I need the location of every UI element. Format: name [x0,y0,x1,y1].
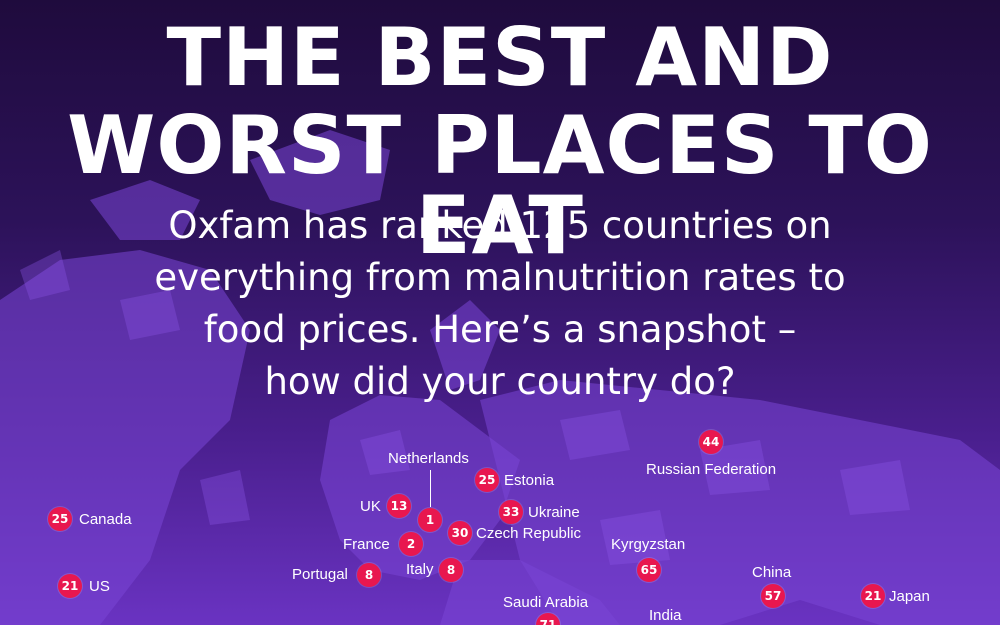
scandinavia-landmass [430,300,500,390]
asia-landmass [480,380,1000,625]
rank-marker-france: 2 [399,532,423,556]
country-label-canada: Canada [79,511,132,528]
map-shard [600,510,670,565]
rank-marker-japan: 21 [861,584,885,608]
map-shard [200,470,250,525]
country-label-kyrgyzstan: Kyrgyzstan [611,536,686,553]
map-shard [20,250,70,300]
country-label-italy: Italy [406,561,434,578]
country-label-saudi-arabia: Saudi Arabia [503,594,589,611]
rank-marker-netherlands: 1 [418,508,442,532]
rank-marker-us: 21 [58,574,82,598]
greenland-landmass [250,130,390,215]
country-label-japan: Japan [889,588,930,605]
netherlands-leader-line [430,470,431,507]
country-label-uk: UK [360,498,381,515]
rank-marker-czech-republic: 30 [448,521,472,545]
title-line-2: WORST PLACES TO EAT [67,99,933,272]
country-label-estonia: Estonia [504,472,555,489]
rank-marker-italy: 8 [439,558,463,582]
subtitle-line-3: food prices. Here’s a snapshot – [203,308,797,351]
rank-marker-china: 57 [761,584,785,608]
country-label-us: US [89,578,110,595]
subtitle-line-2: everything from malnutrition rates to [154,256,846,299]
rank-marker-uk: 13 [387,494,411,518]
rank-marker-estonia: 25 [475,468,499,492]
subtitle-line-4: how did your country do? [264,360,736,403]
canadian-arctic-landmass [90,180,200,240]
map-shard [360,430,410,475]
rank-marker-russia: 44 [699,430,723,454]
country-label-czech-republic: Czech Republic [476,525,582,542]
rank-marker-kyrgyzstan: 65 [637,558,661,582]
country-label-france: France [343,536,390,553]
map-shard [700,440,770,495]
subtitle-line-1: Oxfam has ranked 125 countries on [168,204,832,247]
country-label-portugal: Portugal [292,566,348,583]
country-label-russia: Russian Federation [646,461,777,478]
country-label-india: India [649,607,682,624]
rank-marker-canada: 25 [48,507,72,531]
country-label-netherlands: Netherlands [388,450,469,467]
country-label-ukraine: Ukraine [528,504,580,521]
rank-marker-ukraine: 33 [499,500,523,524]
rank-marker-portugal: 8 [357,563,381,587]
north-america-landmass [0,250,250,625]
title-line-1: THE BEST AND [166,11,834,104]
country-label-china: China [752,564,792,581]
map-shard [560,410,630,460]
map-shard [840,460,910,515]
map-shard [120,290,180,340]
rank-marker-saudi-arabia: 71 [536,613,560,625]
africa-middle-east-landmass [440,560,620,625]
